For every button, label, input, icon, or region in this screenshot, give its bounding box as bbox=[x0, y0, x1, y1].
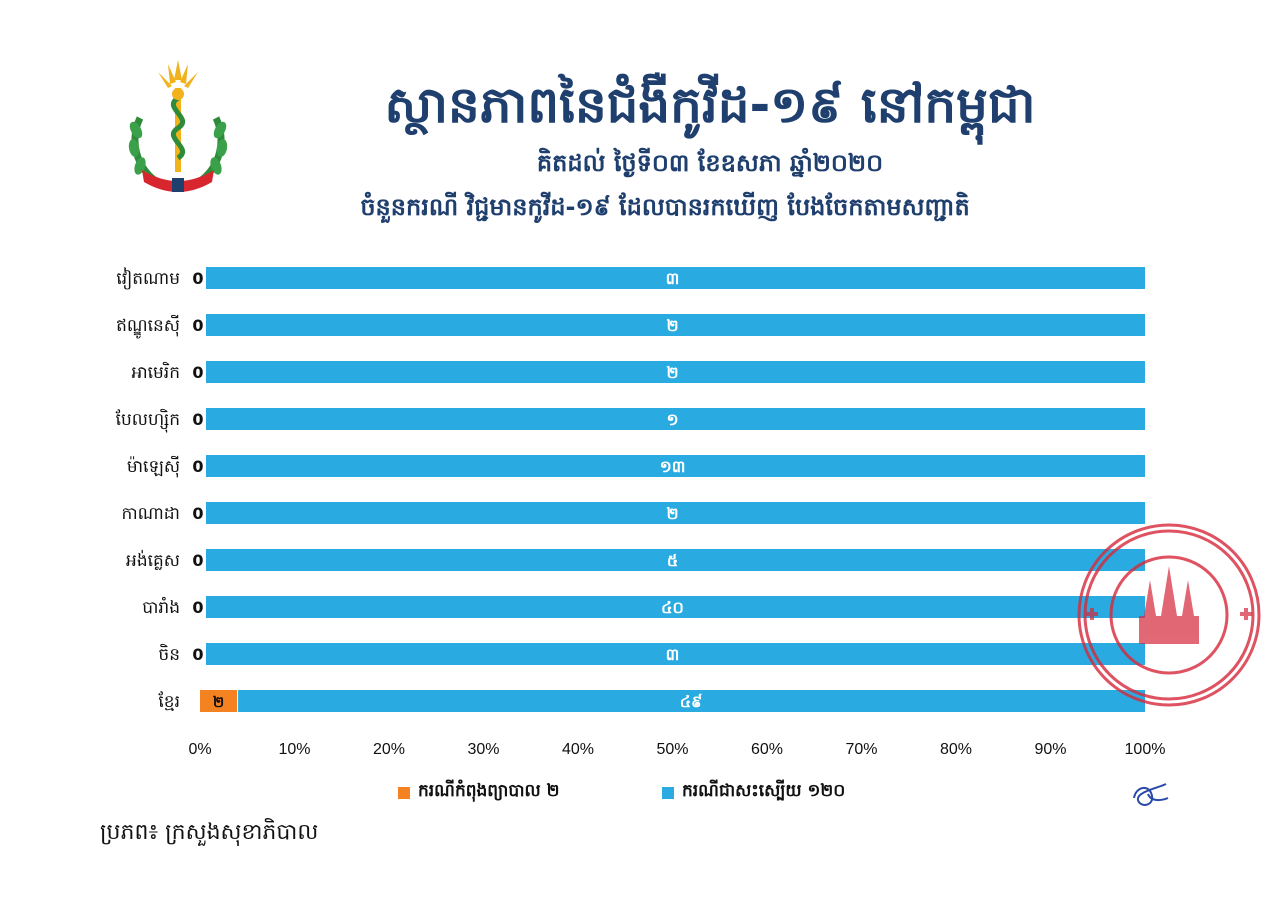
category-label: បារាំង bbox=[142, 596, 180, 618]
x-tick-label: 50% bbox=[656, 741, 688, 758]
data-label-under-treatment: 0 bbox=[192, 316, 203, 335]
x-tick-label: 90% bbox=[1034, 741, 1066, 758]
bar-recovered bbox=[206, 408, 1145, 430]
bar-recovered bbox=[206, 502, 1145, 524]
chart-title: ស្ថានភាពនៃជំងឺកូវីដ-១៩ នៅកម្ពុជា bbox=[384, 76, 1036, 134]
bar-recovered bbox=[238, 690, 1145, 712]
x-tick-label: 20% bbox=[373, 741, 405, 758]
x-tick-label: 70% bbox=[845, 741, 877, 758]
data-label-recovered: ២ bbox=[666, 316, 678, 335]
category-label: អាមេរិក bbox=[131, 361, 180, 383]
bar-recovered bbox=[206, 643, 1145, 665]
category-label: ឥណ្ឌូនេស៊ី bbox=[116, 314, 180, 339]
bar-recovered bbox=[206, 267, 1145, 289]
category-label: ចិន bbox=[158, 643, 180, 665]
x-tick-label: 0% bbox=[188, 741, 211, 758]
legend-label-under-treatment: ករណីកំពុងព្យាបាល ២ bbox=[418, 781, 560, 801]
data-label-recovered: ៥ bbox=[667, 551, 678, 570]
x-tick-label: 80% bbox=[940, 741, 972, 758]
x-tick-label: 40% bbox=[562, 741, 594, 758]
data-label-recovered: ២ bbox=[666, 504, 678, 523]
x-tick-label: 30% bbox=[467, 741, 499, 758]
data-label-under-treatment: 0 bbox=[192, 363, 203, 382]
category-label: អង់គ្លេស bbox=[126, 549, 180, 571]
bar-recovered bbox=[206, 314, 1145, 336]
data-label-under-treatment: 0 bbox=[192, 269, 203, 288]
category-label: កាណាដា bbox=[121, 504, 180, 524]
data-label-under-treatment: 0 bbox=[192, 410, 203, 429]
source-note: ប្រភព៖ ក្រសួងសុខាភិបាល bbox=[100, 820, 319, 845]
x-tick-label: 100% bbox=[1125, 741, 1166, 758]
data-label-recovered: ១ bbox=[666, 410, 678, 429]
stacked-bar-chart: វៀតណាម 0 ៣ឥណ្ឌូនេស៊ី 0 ២អាមេរិក 0 ២បែលហ្ស៊ិក 0 ១… bbox=[116, 267, 1166, 758]
chart-subtitle-date: គិតដល់ ថ្ងៃទី០៣ ខែឧសភា ឆ្នាំ២០២០ bbox=[536, 149, 884, 177]
data-label-recovered: ១៣ bbox=[660, 457, 686, 476]
legend-item-recovered: ករណីជាសះស្បើយ ១២០ bbox=[662, 780, 845, 805]
bar-recovered bbox=[206, 455, 1145, 477]
category-label: ម៉ាឡេស៊ី bbox=[127, 455, 180, 478]
chart-subtitle-description: ចំនួនករណី វិជ្ជមានកូវីដ-១៩ ដែលបានរកឃើញ ប… bbox=[360, 193, 970, 221]
legend-item-under-treatment: ករណីកំពុងព្យាបាល ២ bbox=[398, 780, 559, 805]
data-label-under-treatment: 0 bbox=[192, 551, 203, 570]
official-seal-stamp bbox=[1077, 523, 1261, 707]
signature-mark bbox=[1133, 783, 1169, 806]
x-tick-label: 10% bbox=[278, 741, 310, 758]
category-label: វៀតណាម bbox=[116, 267, 180, 290]
data-label-under-treatment: 0 bbox=[192, 457, 203, 476]
data-label-under-treatment: 0 bbox=[192, 504, 203, 523]
legend-swatch-orange bbox=[398, 786, 410, 799]
bar-recovered bbox=[206, 596, 1145, 618]
data-label-recovered: ៣ bbox=[666, 645, 680, 664]
bar-recovered bbox=[206, 549, 1145, 571]
data-label-under-treatment: ២ bbox=[213, 693, 224, 711]
category-label: ខ្មែរ bbox=[158, 691, 180, 712]
legend-swatch-blue bbox=[662, 786, 674, 799]
data-label-recovered: ៣ bbox=[666, 269, 680, 288]
data-label-under-treatment: 0 bbox=[192, 645, 203, 664]
bar-under-treatment bbox=[200, 690, 238, 712]
data-label-under-treatment: 0 bbox=[192, 598, 203, 617]
data-label-recovered: ៤៩ bbox=[680, 692, 703, 711]
category-label: បែលហ្ស៊ិក bbox=[116, 408, 180, 433]
data-label-recovered: ២ bbox=[666, 363, 678, 382]
x-tick-label: 60% bbox=[751, 741, 783, 758]
data-label-recovered: ៤០ bbox=[661, 598, 684, 617]
bar-recovered bbox=[206, 361, 1145, 383]
legend-label-recovered: ករណីជាសះស្បើយ ១២០ bbox=[682, 781, 846, 801]
ministry-emblem-logo bbox=[128, 60, 228, 192]
